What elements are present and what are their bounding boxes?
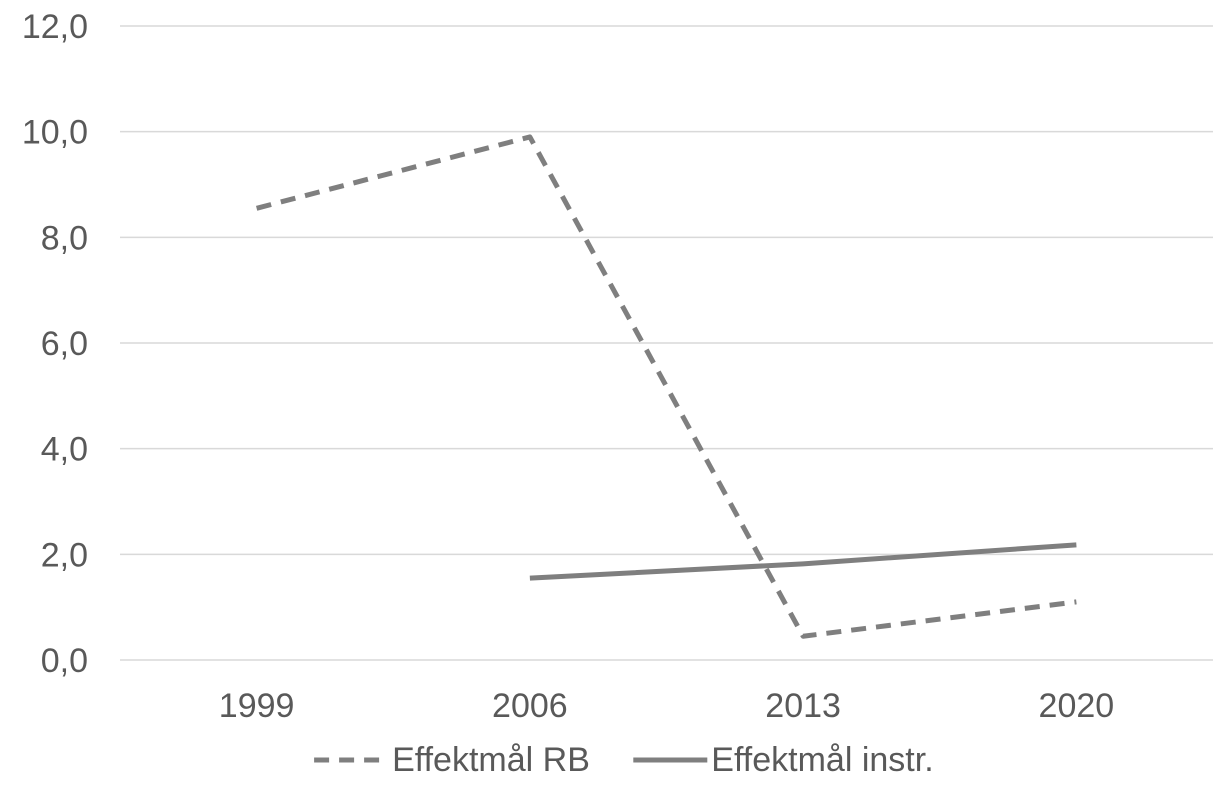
legend-label: Effektmål RB	[392, 741, 590, 779]
x-tick-label: 2006	[492, 687, 568, 725]
y-tick-label: 2,0	[41, 536, 88, 574]
legend-label: Effektmål instr.	[711, 741, 933, 779]
gridlines	[120, 25, 1213, 661]
y-tick-label: 12,0	[22, 8, 88, 46]
y-tick-label: 10,0	[22, 114, 88, 152]
series-lines	[255, 134, 1077, 639]
y-tick-label: 0,0	[41, 642, 88, 680]
series-line-1	[529, 542, 1077, 581]
series-line-0	[255, 134, 1077, 639]
y-tick-label: 4,0	[41, 431, 88, 469]
legend: Effektmål RB Effektmål instr.	[314, 741, 934, 779]
x-axis-tick-labels: 1999 2006 2013 2020	[219, 687, 1114, 725]
x-tick-label: 2020	[1039, 687, 1115, 725]
y-tick-label: 8,0	[41, 219, 88, 257]
x-tick-label: 1999	[219, 687, 295, 725]
x-tick-label: 2013	[765, 687, 841, 725]
y-axis-tick-labels: 0,0 2,0 4,0 6,0 8,0 10,0 12,0	[22, 8, 88, 680]
y-tick-label: 6,0	[41, 325, 88, 363]
